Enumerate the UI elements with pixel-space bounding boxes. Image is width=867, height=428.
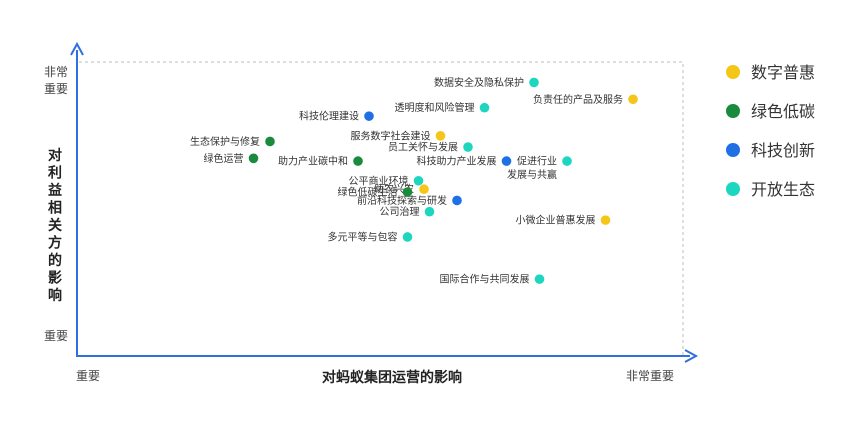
point-label: 科技伦理建设	[299, 110, 359, 123]
point-label: 数据安全及隐私保护	[434, 76, 524, 89]
y-axis-title-glyph: 响	[48, 287, 62, 304]
point-3-5	[424, 206, 435, 217]
point-label: 绿色低碳生活	[338, 186, 398, 199]
y-tick-high: 非常重要	[44, 65, 68, 96]
point-3-2	[463, 142, 473, 152]
point-0-3	[600, 215, 611, 225]
point-label: 生态保护与修复	[190, 135, 260, 148]
point-label-line2: 发展与共赢	[507, 168, 557, 181]
legend-swatch-0	[726, 65, 740, 79]
point-0-2	[419, 184, 429, 195]
y-tick-high-text: 非常	[44, 65, 68, 79]
plot-frame-dashed	[79, 61, 684, 356]
x-tick-high: 非常重要	[626, 369, 674, 383]
point-1-2	[353, 156, 363, 166]
point-label: 公司治理	[380, 205, 420, 218]
point-3-7	[534, 274, 545, 284]
point-label: 前沿科技探索与研发	[357, 194, 447, 207]
point-3-0	[529, 77, 539, 88]
y-tick-low-text: 重要	[44, 329, 68, 343]
y-tick-low: 重要	[44, 329, 68, 343]
point-1-0	[265, 136, 275, 147]
y-axis-title-glyph: 影	[48, 271, 62, 287]
y-axis-title-glyph: 的	[48, 252, 62, 269]
y-axis-title-glyph: 相	[48, 200, 62, 217]
y-axis-arrow	[70, 41, 84, 56]
y-axis-title-glyph: 方	[48, 235, 62, 252]
point-label: 员工关怀与发展	[388, 141, 458, 154]
point-label: 负责任的产品及服务	[533, 93, 623, 106]
x-axis-arrow	[684, 349, 699, 363]
legend-swatch-1	[726, 104, 740, 118]
point-0-1	[435, 131, 446, 141]
point-label: 小微企业普惠发展	[516, 214, 596, 227]
point-label: 国际合作与共同发展	[440, 273, 530, 286]
point-3-6	[402, 232, 413, 242]
point-label: 多元平等与包容	[328, 230, 398, 243]
x-axis-title: 对蚂蚁集团运营的影响	[322, 369, 462, 386]
point-label: 绿色运营	[204, 152, 244, 165]
legend-swatch-2	[726, 143, 740, 157]
point-0-0	[628, 94, 638, 105]
y-axis-title-glyph: 利	[48, 165, 62, 182]
data-points: 负责任的产品及服务服务数字社会建设助农兴农小微企业普惠发展生态保护与修复绿色运营…	[190, 76, 638, 286]
legend-label-0: 数字普惠	[751, 63, 815, 82]
legend-label-2: 科技创新	[751, 141, 815, 160]
point-3-4	[413, 175, 424, 186]
point-2-0	[364, 111, 374, 121]
y-tick-high-text: 重要	[44, 82, 68, 96]
x-tick-low: 重要	[76, 369, 100, 383]
point-1-3	[402, 187, 413, 197]
legend-swatch-3	[726, 182, 740, 196]
point-1-1	[248, 153, 259, 164]
point-3-3	[562, 156, 572, 166]
y-axis-title-glyph: 对	[48, 147, 62, 164]
point-label: 助力产业碳中和	[278, 155, 348, 168]
point-label: 服务数字社会建设	[351, 129, 431, 142]
legend-label-3: 开放生态	[751, 180, 815, 199]
point-label: 公平商业环境	[349, 174, 409, 187]
point-label: 透明度和风险管理	[395, 101, 475, 114]
legend-label-1: 绿色低碳	[751, 102, 815, 121]
point-label: 科技助力产业发展	[417, 155, 497, 168]
point-3-1	[479, 102, 490, 113]
y-axis-title-glyph: 益	[48, 182, 62, 199]
y-axis-title-glyph: 关	[48, 217, 62, 234]
point-label: 促进行业	[517, 155, 557, 168]
point-2-2	[452, 195, 462, 206]
point-2-1	[501, 156, 512, 166]
